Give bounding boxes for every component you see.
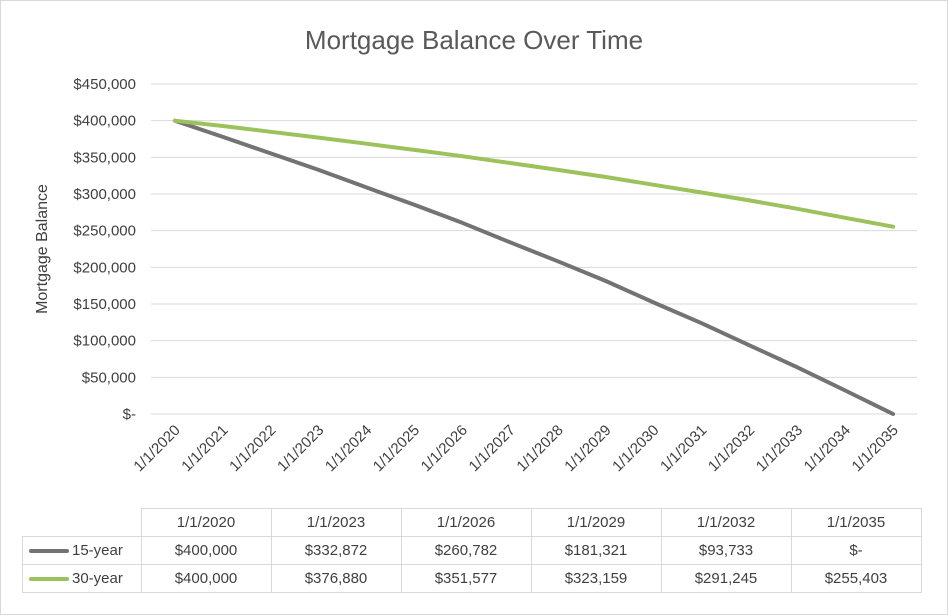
table-cell: $181,321: [530, 536, 662, 565]
x-tick-label: 1/1/2035: [849, 422, 902, 475]
x-tick-label: 1/1/2031: [657, 422, 710, 475]
table-cell: $376,880: [270, 564, 402, 593]
table-col-header: 1/1/2029: [530, 508, 662, 537]
table-cell: $291,245: [660, 564, 792, 593]
table-header-row: 1/1/2020 1/1/2023 1/1/2026 1/1/2029 1/1/…: [22, 508, 922, 537]
x-tick-label: 1/1/2028: [513, 422, 566, 475]
table-cell: $93,733: [660, 536, 792, 565]
legend-key-15-year: 15-year: [22, 536, 142, 565]
x-tick-label: 1/1/2023: [274, 422, 327, 475]
series-label: 30-year: [72, 570, 123, 587]
x-tick-label: 1/1/2022: [226, 422, 279, 475]
y-tick-label: $400,000: [73, 113, 136, 130]
table-cell: $-: [790, 536, 922, 565]
table-col-header: 1/1/2023: [270, 508, 402, 537]
y-tick-label: $300,000: [73, 186, 136, 203]
table-cell: $323,159: [530, 564, 662, 593]
table-cell: $400,000: [140, 564, 272, 593]
y-axis-title: Mortgage Balance: [34, 184, 51, 314]
chart-title: Mortgage Balance Over Time: [305, 25, 643, 55]
x-tick-label: 1/1/2024: [322, 422, 375, 475]
table-cell: $332,872: [270, 536, 402, 565]
table-cell: $351,577: [400, 564, 532, 593]
x-tick-label: 1/1/2033: [753, 422, 806, 475]
table-cell: $400,000: [140, 536, 272, 565]
x-tick-label: 1/1/2025: [370, 422, 423, 475]
x-tick-label: 1/1/2034: [801, 422, 854, 475]
y-tick-label: $150,000: [73, 296, 136, 313]
y-tick-label: $50,000: [82, 369, 136, 386]
x-tick-label: 1/1/2030: [609, 422, 662, 475]
table-col-header: 1/1/2032: [660, 508, 792, 537]
table-col-header: 1/1/2020: [140, 508, 272, 537]
series-line-30-year: [172, 118, 896, 229]
x-tick-label: 1/1/2032: [705, 422, 758, 475]
table-cell: $260,782: [400, 536, 532, 565]
y-tick-label: $250,000: [73, 223, 136, 240]
x-tick-label: 1/1/2029: [561, 422, 614, 475]
table-cell: $255,403: [790, 564, 922, 593]
table-row-30-year: 30-year $400,000 $376,880 $351,577 $323,…: [22, 564, 922, 593]
y-tick-label: $450,000: [73, 76, 136, 93]
series-label: 15-year: [72, 542, 123, 559]
line-chart: Mortgage Balance Over Time Mortgage Balan…: [34, 25, 917, 475]
y-tick-label: $200,000: [73, 259, 136, 276]
table-corner: [22, 508, 142, 537]
legend-key-30-year: 30-year: [22, 564, 142, 593]
legend-swatch: [29, 577, 69, 582]
table-col-header: 1/1/2026: [400, 508, 532, 537]
y-tick-label: $100,000: [73, 333, 136, 350]
table-row-15-year: 15-year $400,000 $332,872 $260,782 $181,…: [22, 536, 922, 565]
y-tick-label: $-: [123, 406, 136, 423]
x-tick-label: 1/1/2027: [466, 422, 519, 475]
table-col-header: 1/1/2035: [790, 508, 922, 537]
y-tick-label: $350,000: [73, 149, 136, 166]
x-tick-label: 1/1/2026: [418, 422, 471, 475]
legend-swatch: [29, 549, 69, 554]
data-table: 1/1/2020 1/1/2023 1/1/2026 1/1/2029 1/1/…: [22, 508, 922, 593]
series-line-15-year: [172, 118, 896, 416]
x-tick-label: 1/1/2021: [178, 422, 231, 475]
x-tick-label: 1/1/2020: [130, 422, 183, 475]
